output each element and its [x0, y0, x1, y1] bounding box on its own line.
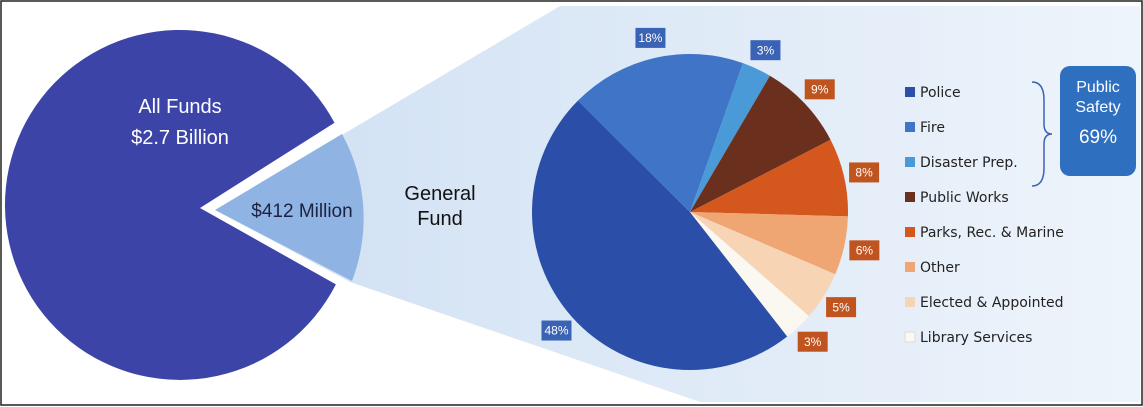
pie-slice	[690, 139, 848, 217]
legend-swatch	[904, 331, 916, 343]
pie-slice	[690, 75, 831, 212]
general-fund-slice	[215, 134, 364, 281]
all-funds-label: All Funds $2.7 Billion	[90, 95, 270, 151]
value-label: 3%	[757, 43, 775, 57]
value-label: 9%	[811, 82, 829, 96]
value-label-box	[541, 320, 572, 341]
legend-label: Disaster Prep.	[920, 155, 1018, 171]
group-label: Public Safety 69%	[1060, 78, 1136, 150]
legend-swatch	[905, 227, 915, 237]
value-label-box	[849, 240, 880, 261]
pie-slice	[690, 212, 809, 337]
value-label-box	[804, 79, 835, 100]
value-label: 3%	[804, 335, 822, 349]
value-label: 48%	[544, 324, 568, 338]
value-label: 18%	[638, 31, 662, 45]
legend-label: Elected & Appointed	[920, 295, 1064, 311]
group-name: Public Safety	[1075, 79, 1121, 116]
general-fund: General Fund	[404, 183, 476, 230]
group-box	[1060, 66, 1136, 176]
legend-label: Public Works	[920, 190, 1009, 206]
group-share: 69%	[1078, 127, 1118, 148]
legend-label: Library Services	[920, 330, 1032, 346]
pie-slice	[690, 212, 848, 275]
legend-label: Other	[920, 260, 960, 276]
general-fund-total: $412 Million	[251, 201, 353, 222]
legend-swatch	[905, 262, 915, 272]
pie-slice	[531, 100, 788, 371]
value-label-box	[797, 331, 828, 352]
value-label: 8%	[855, 166, 873, 180]
brace	[1031, 81, 1053, 187]
all-funds: All Funds	[138, 96, 222, 118]
legend-label: Parks, Rec. & Marine	[920, 225, 1064, 241]
pie-slice	[690, 63, 770, 212]
value-label-box	[826, 297, 857, 318]
legend-label: Police	[920, 85, 961, 101]
value-label-box	[750, 40, 781, 61]
all-funds-total: $2.7 Billion	[131, 127, 229, 149]
legend-swatch	[905, 297, 915, 307]
value-label-box	[849, 162, 880, 183]
legend-swatch	[905, 87, 915, 97]
value-label: 5%	[832, 300, 850, 314]
value-label-box	[635, 27, 666, 48]
legend-swatch	[905, 157, 915, 167]
legend-label: Fire	[920, 120, 945, 136]
pie-slice	[577, 53, 744, 212]
pie-slice	[690, 212, 836, 317]
value-label: 6%	[856, 244, 874, 258]
legend-swatch	[905, 192, 915, 202]
legend-swatch	[905, 122, 915, 132]
all-funds-pie	[4, 29, 336, 380]
